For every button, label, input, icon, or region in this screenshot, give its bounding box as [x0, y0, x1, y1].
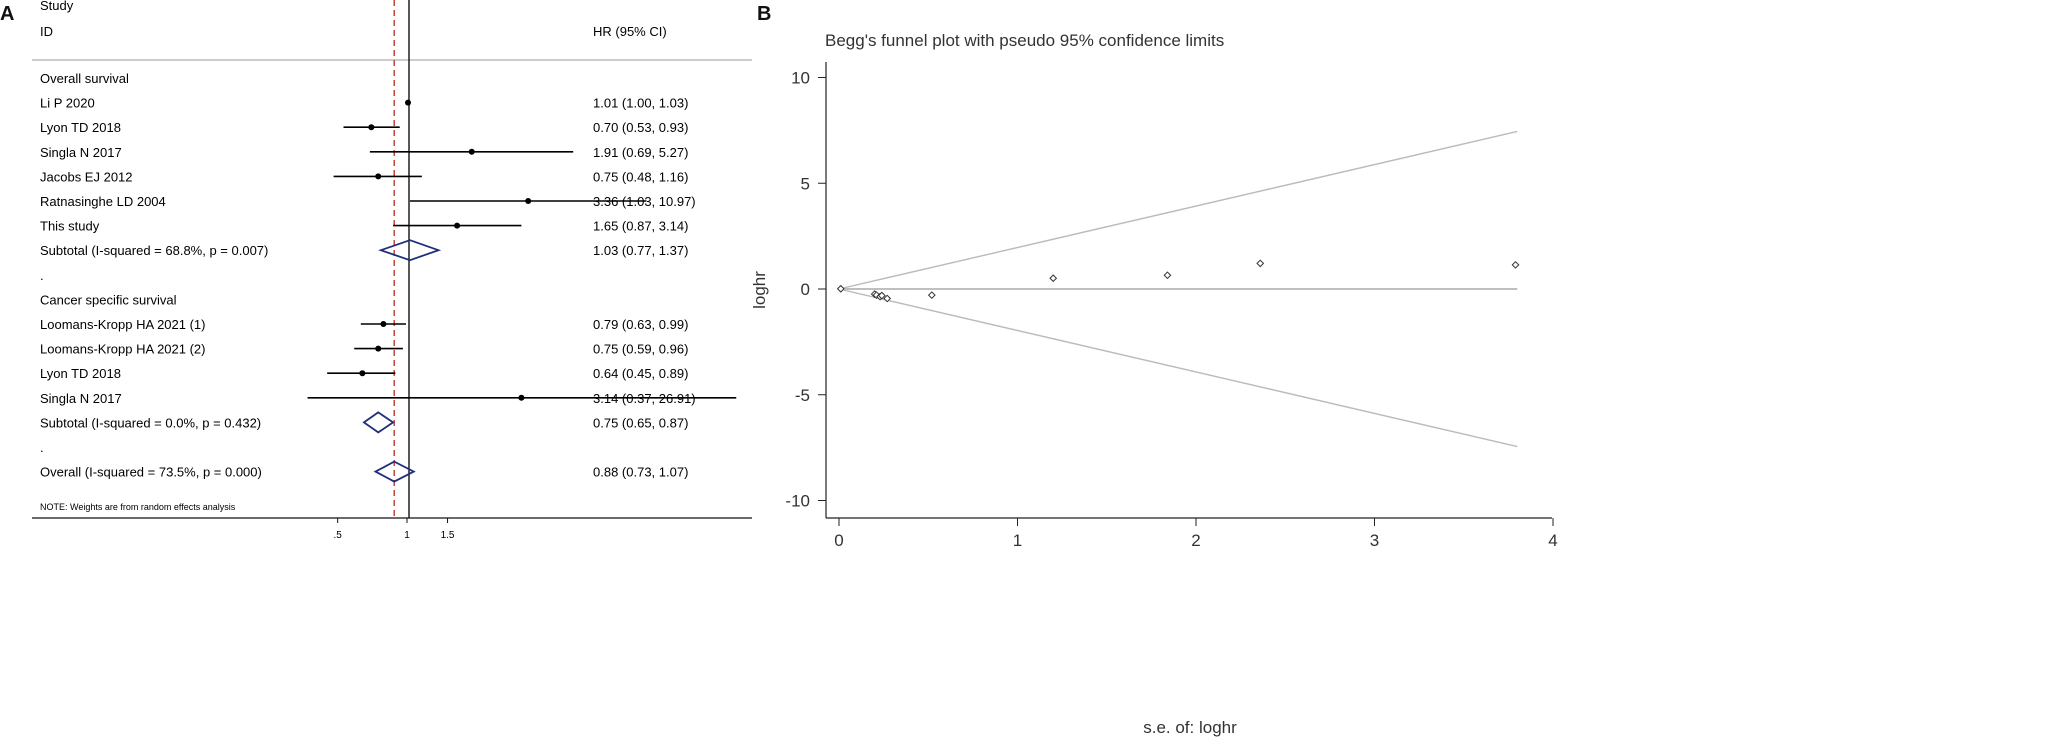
hr-ci-value: 0.88 (0.73, 1.07): [593, 465, 688, 480]
hr-ci-value: 0.64 (0.45, 0.89): [593, 366, 688, 381]
point-estimate: [380, 321, 387, 327]
hr-ci-value: 0.75 (0.59, 0.96): [593, 342, 688, 357]
row-label: Singla N 2017: [40, 391, 122, 406]
row-label: Lyon TD 2018: [40, 366, 121, 381]
hr-ci-value: 0.79 (0.63, 0.99): [593, 317, 688, 332]
funnel-y-tick-label: -10: [785, 492, 810, 511]
row-label: .: [40, 268, 44, 283]
study-point: [883, 294, 892, 303]
funnel-x-tick-label: 4: [1548, 531, 1557, 550]
study-point: [1163, 271, 1172, 280]
forest-note: NOTE: Weights are from random effects an…: [40, 502, 236, 512]
forest-plot: Study ID HR (95% CI) Overall survival Li …: [32, 0, 752, 541]
lower-confidence-limit: [838, 288, 1518, 448]
hr-ci-value: 1.91 (0.69, 5.27): [593, 145, 688, 160]
row-label: Subtotal (I-squared = 0.0%, p = 0.432): [40, 415, 261, 430]
header-effect: HR (95% CI): [593, 24, 667, 39]
pooled-diamond: [373, 460, 416, 483]
study-point: [1256, 259, 1265, 268]
point-estimate: [454, 222, 461, 229]
row-label: Ratnasinghe LD 2004: [40, 194, 166, 209]
funnel-y-tick-label: -5: [795, 386, 810, 405]
hr-ci-value: 1.03 (0.77, 1.37): [593, 243, 688, 258]
row-label: Overall (I-squared = 73.5%, p = 0.000): [40, 465, 262, 480]
study-point: [927, 291, 936, 300]
funnel-x-label: s.e. of: loghr: [1143, 718, 1237, 737]
hr-ci-value: 0.75 (0.65, 0.87): [593, 415, 688, 430]
hr-ci-value: 1.01 (1.00, 1.03): [593, 96, 688, 111]
funnel-y-label: loghr: [750, 271, 769, 309]
header-id: ID: [40, 24, 53, 39]
hr-ci-value: 0.70 (0.53, 0.93): [593, 120, 688, 135]
upper-confidence-limit: [838, 130, 1518, 290]
row-label: Li P 2020: [40, 96, 95, 111]
row-label: Singla N 2017: [40, 145, 122, 160]
forest-x-tick-label: .5: [334, 530, 343, 541]
row-label: Overall survival: [40, 71, 129, 86]
row-label: This study: [40, 219, 100, 234]
header-study: Study: [40, 0, 74, 13]
point-estimate: [368, 124, 375, 131]
point-estimate: [525, 198, 532, 204]
point-estimate: [359, 370, 366, 377]
point-estimate: [404, 99, 411, 106]
panel-label-a: A: [0, 3, 14, 25]
hr-ci-value: 3.36 (1.03, 10.97): [593, 194, 696, 209]
row-label: .: [40, 440, 44, 455]
funnel-x-tick-label: 0: [834, 531, 843, 550]
row-label: Jacobs EJ 2012: [40, 169, 133, 184]
row-label: Subtotal (I-squared = 68.8%, p = 0.007): [40, 243, 268, 258]
funnel-x-tick-label: 1: [1013, 531, 1022, 550]
study-point: [877, 291, 886, 300]
point-estimate: [468, 148, 475, 155]
funnel-title: Begg's funnel plot with pseudo 95% confi…: [825, 31, 1224, 50]
study-point: [1049, 274, 1058, 283]
row-label: Lyon TD 2018: [40, 120, 121, 135]
hr-ci-value: 0.75 (0.48, 1.16): [593, 169, 688, 184]
forest-x-tick-label: 1: [404, 530, 410, 541]
study-point: [836, 284, 845, 293]
hr-ci-value: 1.65 (0.87, 3.14): [593, 219, 688, 234]
point-estimate: [518, 394, 525, 401]
panel-label-b: B: [757, 3, 771, 25]
forest-x-tick-label: 1.5: [441, 530, 455, 541]
funnel-y-tick-label: 0: [801, 280, 810, 299]
pooled-diamond: [378, 239, 442, 262]
row-label: Cancer specific survival: [40, 292, 177, 307]
point-estimate: [375, 345, 382, 352]
funnel-y-tick-label: 10: [791, 69, 810, 88]
row-label: Loomans-Kropp HA 2021 (1): [40, 317, 205, 332]
hr-ci-value: 3.14 (0.37, 26.91): [593, 391, 696, 406]
pooled-diamond: [362, 411, 395, 434]
row-label: Loomans-Kropp HA 2021 (2): [40, 342, 205, 357]
point-estimate: [375, 173, 382, 180]
funnel-x-tick-label: 3: [1370, 531, 1379, 550]
study-point: [1511, 260, 1520, 269]
funnel-plot: Begg's funnel plot with pseudo 95% confi…: [750, 31, 1558, 737]
funnel-x-tick-label: 2: [1191, 531, 1200, 550]
funnel-y-tick-label: 5: [801, 174, 810, 193]
